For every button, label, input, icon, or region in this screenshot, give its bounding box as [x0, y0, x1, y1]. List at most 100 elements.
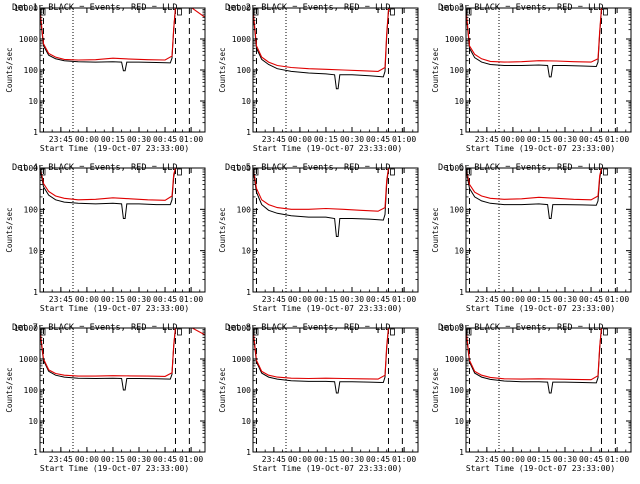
y-axis: 1 10 100 1000 Counts/sec — [218, 164, 418, 297]
x-tick-label: 00:45 — [153, 135, 177, 144]
x-tick-label: 00:45 — [366, 135, 390, 144]
end-flag-icon — [177, 8, 182, 16]
x-tick-label: 00:45 — [579, 455, 603, 464]
x-tick-label: 00:30 — [340, 455, 364, 464]
events-series-line — [253, 168, 391, 237]
detector-panel-3: Det 3r BLACK = Events, RED = LLD11010010… — [431, 3, 632, 153]
start-flag-icon — [253, 8, 259, 16]
plot-frame — [39, 7, 206, 133]
y-tick-label: 10 — [454, 247, 464, 256]
y-axis: 1 10 100 1000 10000 Counts/sec — [431, 324, 631, 457]
detector-panel-5: Det 5r BLACK = Events, RED = LLD11010010… — [218, 163, 419, 313]
events-series-line — [40, 168, 178, 219]
y-tick-label: 10 — [28, 97, 38, 106]
x-tick-label: 00:30 — [127, 135, 151, 144]
x-tick-label: 01:00 — [392, 455, 416, 464]
events-series-line — [40, 8, 176, 72]
y-tick-label: 1000 — [445, 35, 464, 44]
detector-panel-7: Det 7r BLACK = Events, RED = LLD11010010… — [5, 323, 206, 473]
events-series-line — [253, 10, 391, 90]
x-tick-label: 00:15 — [527, 295, 551, 304]
detector-panel-4: Det 4r BLACK = Events, RED = LLD11010010… — [5, 163, 206, 313]
lld-series-line — [466, 328, 602, 381]
x-tick-label: 23:45 — [262, 455, 286, 464]
lld-series-line — [253, 328, 389, 380]
flag-markers — [466, 8, 608, 16]
y-tick-label: 1 — [33, 448, 38, 457]
lld-series-line — [466, 168, 604, 201]
y-tick-label: 100 — [237, 66, 252, 75]
events-series-line — [253, 328, 389, 394]
y-tick-label: 10000 — [227, 4, 251, 13]
y-tick-label: 1 — [246, 448, 251, 457]
events-series-line — [466, 8, 604, 78]
marker-lines — [255, 328, 403, 452]
marker-lines — [42, 328, 190, 452]
lld-series-line — [40, 8, 205, 61]
y-axis-label: Counts/sec — [431, 367, 440, 412]
end-flag-icon — [390, 8, 395, 16]
plot-frame — [39, 327, 206, 453]
y-tick-label: 100 — [237, 386, 252, 395]
flag-markers — [253, 8, 395, 16]
y-tick-label: 10000 — [227, 324, 251, 333]
y-tick-label: 1 — [246, 128, 251, 137]
flag-markers — [253, 328, 395, 336]
x-tick-label: 00:15 — [101, 455, 125, 464]
y-tick-label: 10000 — [14, 324, 38, 333]
detector-panel-2: Det 2r BLACK = Events, RED = LLD11010010… — [218, 3, 419, 153]
detector-panel-9: Det 9r BLACK = Events, RED = LLD11010010… — [431, 323, 632, 473]
lld-series-line — [40, 328, 205, 377]
y-tick-label: 1 — [246, 288, 251, 297]
y-tick-label: 1000 — [232, 164, 251, 173]
lld-series-line — [466, 8, 604, 63]
x-tick-label: 00:45 — [366, 295, 390, 304]
x-tick-label: 00:45 — [153, 295, 177, 304]
y-axis-label: Counts/sec — [218, 367, 227, 412]
y-tick-label: 1 — [459, 448, 464, 457]
y-axis-label: Counts/sec — [218, 207, 227, 252]
y-tick-label: 10000 — [440, 4, 464, 13]
x-tick-label: 00:30 — [553, 455, 577, 464]
y-tick-label: 10 — [454, 417, 464, 426]
x-axis-label: Start Time (19-Oct-07 23:33:00) — [466, 464, 615, 473]
x-tick-label: 00:30 — [340, 135, 364, 144]
start-flag-icon — [466, 8, 472, 16]
x-tick-label: 23:45 — [475, 135, 499, 144]
y-tick-label: 1 — [459, 288, 464, 297]
x-tick-label: 01:00 — [605, 135, 629, 144]
x-tick-label: 00:00 — [288, 135, 312, 144]
x-tick-label: 00:00 — [501, 455, 525, 464]
x-tick-label: 00:00 — [75, 295, 99, 304]
y-tick-label: 1000 — [19, 35, 38, 44]
lld-series-line — [253, 8, 391, 72]
end-flag-icon — [603, 8, 608, 16]
x-tick-label: 00:45 — [579, 135, 603, 144]
x-axis-label: Start Time (19-Oct-07 23:33:00) — [40, 144, 189, 153]
y-tick-label: 1000 — [445, 355, 464, 364]
end-flag-icon — [177, 328, 182, 336]
end-flag-icon — [603, 328, 608, 336]
x-axis-label: Start Time (19-Oct-07 23:33:00) — [253, 304, 402, 313]
x-tick-label: 23:45 — [475, 455, 499, 464]
y-axis: 1 10 100 1000 Counts/sec — [431, 164, 631, 297]
marker-lines — [468, 168, 616, 292]
y-tick-label: 100 — [237, 205, 252, 214]
y-tick-label: 100 — [24, 386, 39, 395]
x-axis-label: Start Time (19-Oct-07 23:33:00) — [466, 304, 615, 313]
x-tick-label: 00:30 — [340, 295, 364, 304]
x-tick-label: 23:45 — [49, 135, 73, 144]
lld-series-line — [253, 168, 391, 212]
x-tick-label: 00:15 — [314, 455, 338, 464]
y-tick-label: 10000 — [14, 4, 38, 13]
y-tick-label: 100 — [450, 205, 465, 214]
y-tick-label: 1000 — [232, 355, 251, 364]
y-tick-label: 1000 — [445, 164, 464, 173]
y-axis: 1 10 100 1000 10000 Counts/sec — [218, 324, 418, 457]
events-series-line — [466, 168, 604, 219]
y-axis: 1 10 100 1000 10000 Counts/sec — [5, 324, 205, 457]
